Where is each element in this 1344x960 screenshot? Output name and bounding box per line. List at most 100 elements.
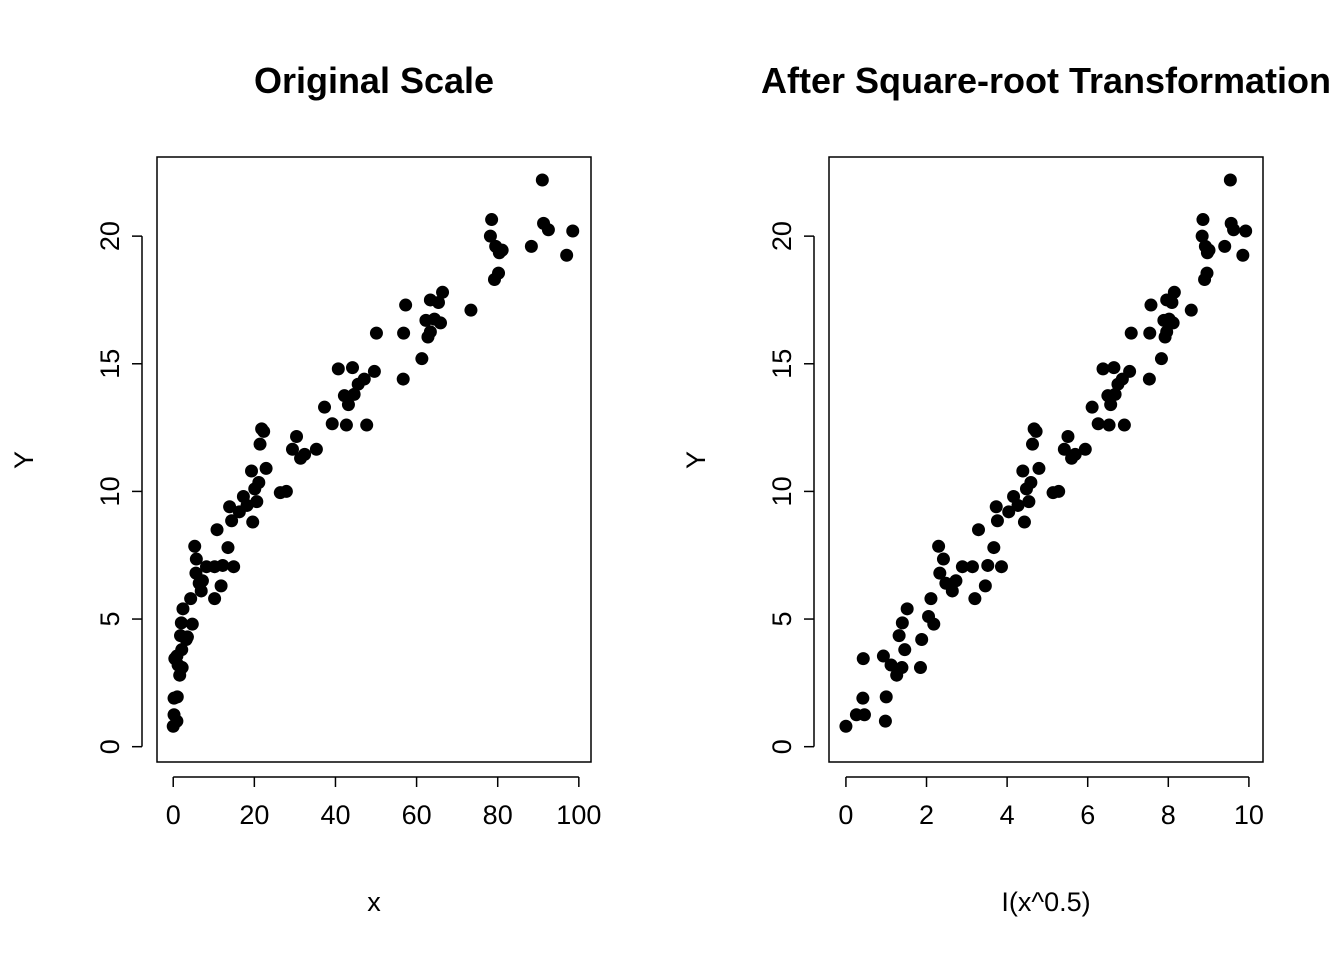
data-point	[464, 303, 478, 317]
data-point	[1085, 400, 1099, 414]
data-point	[1196, 213, 1210, 227]
data-point	[892, 629, 906, 643]
x-axis: 0 2 4 6 8 10	[838, 776, 1264, 830]
data-point	[566, 224, 580, 238]
data-point	[1107, 361, 1121, 375]
x-tick-label: 0	[838, 800, 853, 830]
data-point	[194, 584, 208, 598]
data-point	[972, 523, 986, 537]
x-axis-label: I(x^0.5)	[1001, 887, 1090, 917]
data-point	[188, 539, 202, 553]
y-axis-label: Y	[9, 451, 39, 469]
data-point	[436, 285, 450, 299]
data-point	[1032, 461, 1046, 475]
data-point	[927, 617, 941, 631]
x-tick-label: 100	[556, 800, 601, 830]
data-point	[936, 552, 950, 566]
data-point	[253, 437, 267, 451]
data-point	[495, 243, 509, 257]
data-point	[1202, 243, 1216, 257]
data-point	[223, 500, 237, 514]
data-point	[170, 690, 184, 704]
data-point	[423, 325, 437, 339]
data-point	[856, 652, 870, 666]
data-point	[1166, 316, 1180, 330]
panel-original-scale: Original Scale 0 20 40 60 80 100 0 5 10 15 20 x Y	[9, 60, 601, 917]
data-point	[879, 690, 893, 704]
data-point	[1068, 447, 1082, 461]
data-point	[1052, 484, 1066, 498]
data-point	[245, 464, 259, 478]
y-axis: 0 5 10 15 20	[95, 221, 143, 754]
y-tick-label: 5	[767, 612, 797, 627]
data-point	[325, 417, 339, 431]
data-point	[221, 541, 235, 555]
data-point	[279, 484, 293, 498]
data-point	[933, 566, 947, 580]
y-axis-label: Y	[681, 451, 711, 469]
plot-frame	[156, 156, 592, 763]
data-point	[184, 592, 198, 606]
data-point	[932, 539, 946, 553]
data-point	[965, 560, 979, 574]
x-tick-label: 80	[483, 800, 513, 830]
data-point	[346, 361, 360, 375]
data-point	[285, 442, 299, 456]
data-point	[492, 266, 506, 280]
y-tick-label: 20	[767, 221, 797, 251]
data-point	[1061, 430, 1075, 444]
data-point	[1016, 464, 1030, 478]
data-point	[1011, 498, 1025, 512]
data-point	[1200, 266, 1214, 280]
data-point	[240, 498, 254, 512]
data-point	[1239, 224, 1253, 238]
data-point	[185, 617, 199, 631]
data-point	[1104, 398, 1118, 412]
chart-title: Original Scale	[254, 60, 494, 101]
data-points	[839, 173, 1253, 733]
data-point	[535, 173, 549, 187]
data-point	[257, 424, 271, 438]
data-point	[339, 418, 353, 432]
x-tick-label: 8	[1161, 800, 1176, 830]
data-point	[968, 592, 982, 606]
data-point	[924, 592, 938, 606]
data-point	[485, 213, 499, 227]
data-point	[990, 514, 1004, 528]
x-tick-label: 6	[1080, 800, 1095, 830]
data-point	[250, 495, 264, 509]
data-point	[1144, 298, 1158, 312]
data-point	[878, 714, 892, 728]
panel-square-root: After Square-root Transformation 0 2 4 6 8 10…	[681, 60, 1331, 917]
data-point	[208, 592, 222, 606]
data-point	[839, 719, 853, 733]
data-point	[895, 661, 909, 675]
data-point	[1123, 364, 1137, 378]
x-tick-label: 4	[1000, 800, 1015, 830]
data-point	[524, 239, 538, 253]
data-point	[318, 400, 332, 414]
data-point	[949, 574, 963, 588]
data-point	[170, 714, 184, 728]
data-point	[175, 661, 189, 675]
data-point	[331, 362, 345, 376]
data-point	[994, 560, 1008, 574]
data-point	[1154, 352, 1168, 366]
x-tick-label: 40	[320, 800, 350, 830]
data-point	[978, 579, 992, 593]
data-point	[913, 661, 927, 675]
x-tick-label: 60	[402, 800, 432, 830]
data-point	[1057, 442, 1071, 456]
data-point	[1117, 418, 1131, 432]
data-point	[895, 616, 909, 630]
data-point	[176, 602, 190, 616]
x-tick-label: 2	[919, 800, 934, 830]
data-point	[1142, 372, 1156, 386]
y-tick-label: 10	[95, 476, 125, 506]
data-point	[856, 691, 870, 705]
data-point	[174, 616, 188, 630]
data-point	[898, 643, 912, 657]
data-point	[1227, 223, 1241, 237]
x-tick-label: 10	[1234, 800, 1264, 830]
